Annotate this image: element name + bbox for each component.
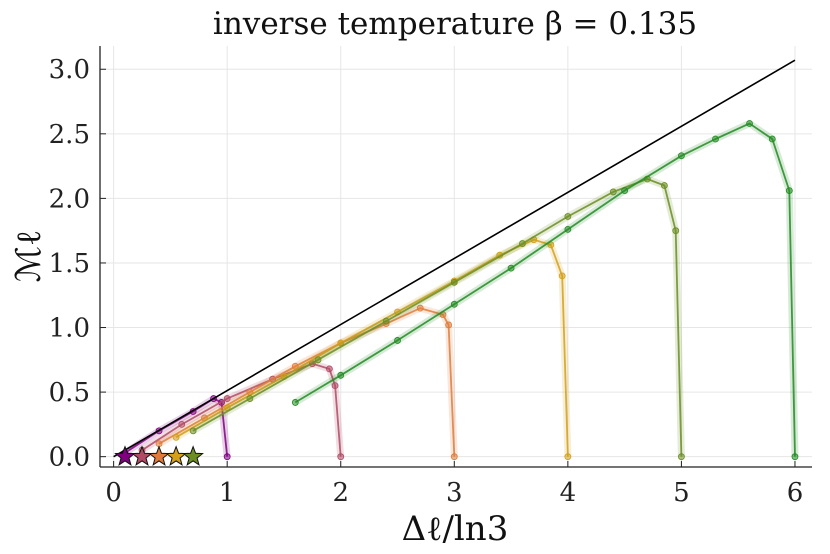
series-point	[394, 337, 401, 344]
series-point	[768, 135, 776, 143]
series-point	[558, 272, 566, 280]
series-point	[564, 213, 572, 220]
series-point	[246, 395, 254, 402]
y-tick-label: 1.5	[49, 249, 90, 279]
series-point	[507, 264, 515, 272]
series-point	[712, 135, 719, 143]
series-group	[113, 59, 799, 461]
series-point	[519, 240, 526, 247]
series-point	[314, 356, 322, 364]
series-point	[223, 395, 231, 402]
series-point	[223, 453, 231, 461]
y-tick-label: 3.0	[49, 55, 90, 85]
series-point	[445, 321, 453, 329]
reference-line	[113, 59, 796, 458]
series-point	[450, 278, 458, 286]
series-point	[325, 365, 333, 373]
series-point	[678, 453, 685, 461]
series-point	[291, 399, 299, 406]
series-point	[172, 433, 180, 441]
series-point	[416, 304, 424, 312]
x-axis-title: Δℓ/ln3	[402, 509, 509, 549]
series-point	[609, 188, 617, 196]
x-tick-label: 3	[446, 478, 463, 508]
x-tick-label: 4	[560, 478, 577, 508]
y-tick-label: 1.0	[49, 314, 90, 344]
tick-labels: 0 1 2 3 4 5 6 0.0 0.5 1.0 1.5 2.0 2.5 3.0	[49, 55, 804, 508]
x-tick-label: 2	[332, 478, 349, 508]
series-point	[331, 382, 339, 390]
axes	[99, 46, 812, 468]
stars-group	[114, 445, 204, 466]
x-tick-label: 1	[219, 478, 236, 508]
series-point	[564, 453, 572, 461]
series-line	[192, 178, 683, 457]
series-point	[746, 120, 753, 127]
series-point	[785, 187, 793, 195]
x-tick-label: 5	[673, 478, 690, 508]
series-point	[678, 152, 685, 160]
x-tick-label: 6	[787, 478, 804, 508]
x-tick-label: 0	[105, 478, 122, 508]
series-point	[564, 225, 572, 233]
y-tick-label: 0.5	[49, 378, 90, 408]
series-point	[450, 300, 458, 308]
series-point	[382, 317, 390, 325]
series-point	[672, 227, 680, 235]
series-point	[337, 371, 345, 379]
grid	[100, 46, 812, 467]
chart-title: inverse temperature β = 0.135	[213, 6, 697, 42]
y-tick-label: 2.5	[49, 120, 90, 150]
series-point	[660, 182, 668, 189]
series-point	[791, 453, 799, 461]
y-axis-title: ℳℓ	[9, 230, 49, 283]
series-point	[178, 420, 186, 428]
series-point	[450, 453, 458, 461]
series-point	[621, 187, 629, 195]
y-tick-label: 0.0	[49, 443, 90, 473]
y-tick-label: 2.0	[49, 184, 90, 214]
star-marker	[182, 445, 204, 466]
series-point	[337, 453, 345, 461]
series-point	[189, 427, 197, 435]
